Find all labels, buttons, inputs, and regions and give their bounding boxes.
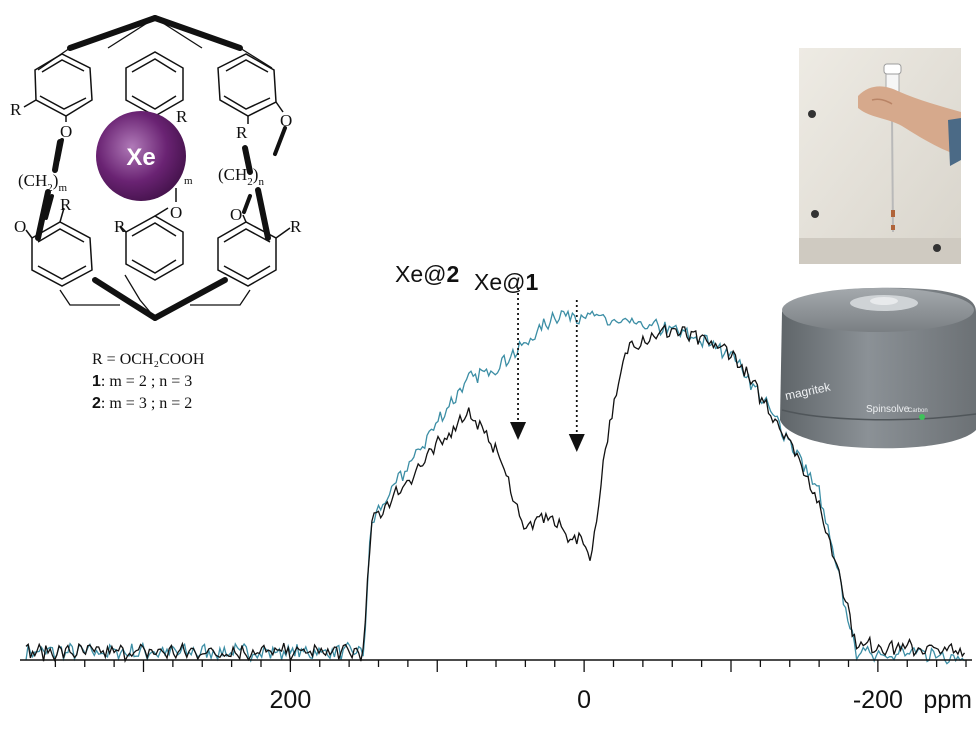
- linker-inner-index: m: [184, 175, 193, 187]
- oxygen-label-o2: O: [280, 111, 292, 130]
- x-tick-label: 0: [577, 686, 591, 714]
- peak-arrow-head: [568, 434, 585, 452]
- spectrometer-model-label: Spinsolve: [866, 404, 910, 415]
- spectrum-series-layer: [25, 309, 966, 665]
- xenon-atom-label: Xe: [126, 144, 155, 171]
- nmr-spectrum-plot: 200 0 -200 Xe@2 Xe@1 ppm: [20, 261, 972, 714]
- substituent-label-r3: R: [176, 107, 188, 126]
- cryptophane-structure: R O R O R R O O R R O (CH2)m (CH2)n m Xe: [10, 15, 302, 321]
- x-tick-label: 200: [270, 686, 312, 714]
- peak-annotation-label: Xe@2: [395, 261, 459, 287]
- linker-left-label: (CH2)m: [18, 171, 67, 194]
- oxygen-label-o3: O: [14, 217, 26, 236]
- x-axis-ticks: 200 0 -200: [54, 660, 967, 714]
- linker-right-label: (CH2)n: [218, 165, 264, 188]
- compound-2-number: 2: [92, 395, 101, 412]
- peak-annotations: Xe@2 Xe@1: [395, 261, 585, 452]
- oxygen-label-o5: O: [170, 203, 182, 222]
- r-group-definition: R = OCH₂COOH: [92, 351, 205, 368]
- compound-1-values: : m = 2 ; n = 3: [100, 373, 193, 390]
- x-axis-label: ppm: [923, 686, 972, 714]
- compound-2-definition: 2: m = 3 ; n = 2: [92, 394, 192, 414]
- peak-annotation-label: Xe@1: [474, 269, 538, 295]
- substituent-label-r1: R: [10, 100, 22, 119]
- peak-arrow-head: [510, 422, 527, 440]
- photo-benchtop-spectrometer: magritek Spinsolve Carbon: [780, 287, 976, 449]
- xenon-atom-sphere: [96, 111, 186, 201]
- compound-1-number: 1: [92, 373, 101, 390]
- photo-nmr-tube: [799, 48, 961, 264]
- oxygen-label-o4: O: [230, 205, 242, 224]
- spectrum-series-black: [25, 323, 966, 664]
- substituent-label-r4: R: [60, 195, 72, 214]
- spectrometer-variant-label: Carbon: [908, 408, 928, 414]
- oxygen-label-o1: O: [60, 122, 72, 141]
- substituent-label-r6: R: [114, 217, 126, 236]
- x-tick-label: -200: [853, 686, 903, 714]
- compound-2-values: : m = 3 ; n = 2: [100, 395, 193, 412]
- substituent-label-r5: R: [290, 217, 302, 236]
- substituent-label-r2: R: [236, 123, 248, 142]
- compound-1-definition: 1: m = 2 ; n = 3: [92, 372, 192, 392]
